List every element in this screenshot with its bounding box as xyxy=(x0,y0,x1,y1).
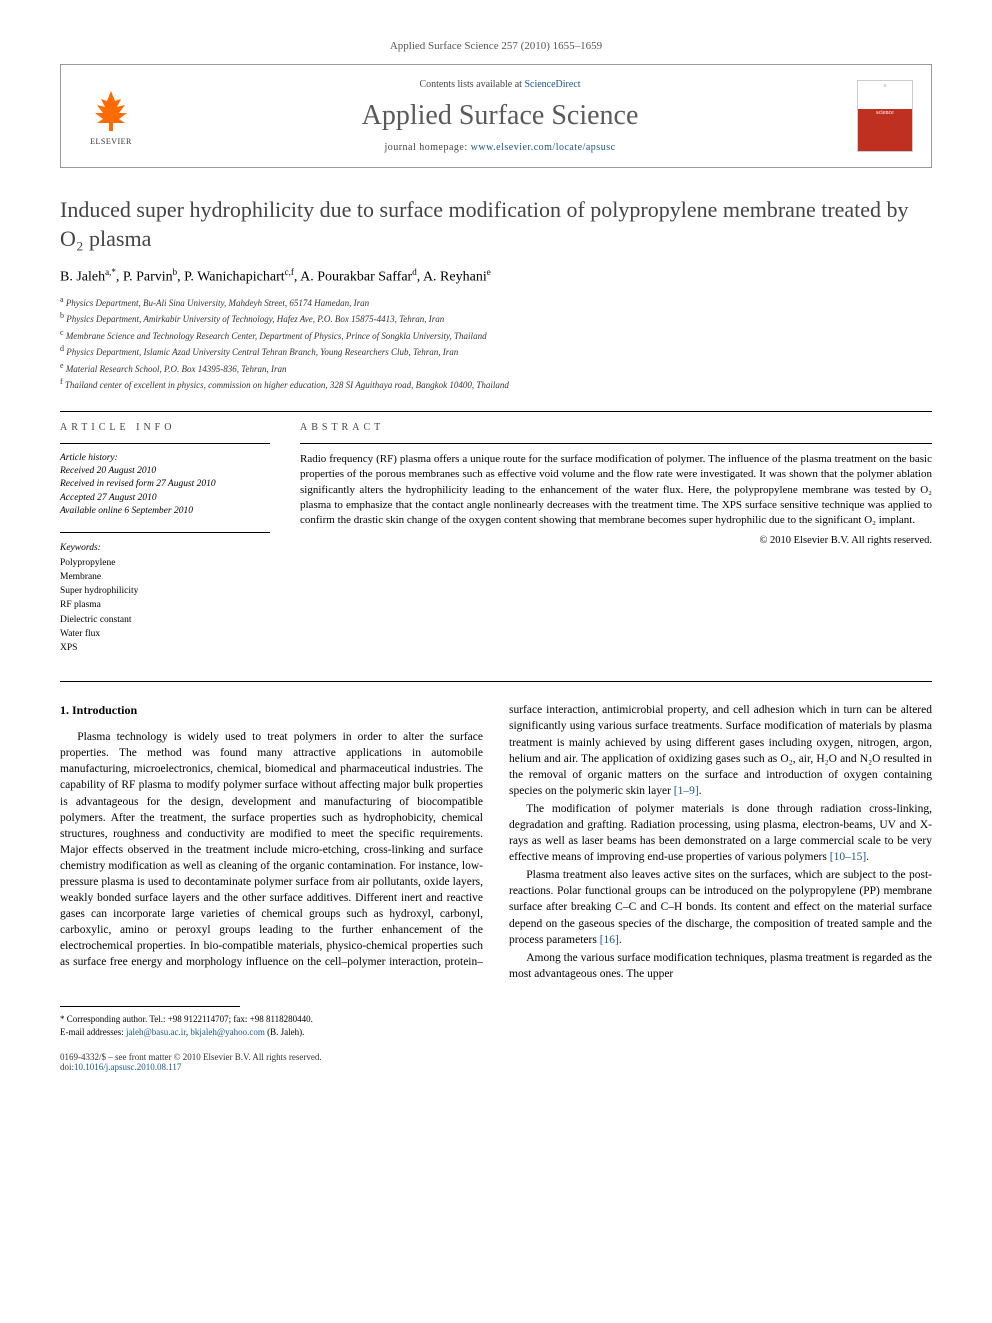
history-label: Article history: xyxy=(60,452,270,465)
article-history: Article history: Received 20 August 2010… xyxy=(60,452,270,518)
journal-name: Applied Surface Science xyxy=(143,100,857,132)
sciencedirect-link[interactable]: ScienceDirect xyxy=(524,79,580,90)
homepage-prefix: journal homepage: xyxy=(384,142,470,153)
divider xyxy=(300,443,932,444)
article-title: Induced super hydrophilicity due to surf… xyxy=(60,196,932,253)
keyword: Super hydrophilicity xyxy=(60,584,270,598)
body-text-span: Plasma treatment also leaves active site… xyxy=(509,869,932,945)
keywords-list: PolypropyleneMembraneSuper hydrophilicit… xyxy=(60,556,270,656)
email-link[interactable]: jaleh@basu.ac.ir xyxy=(126,1027,186,1037)
email-label: E-mail addresses: xyxy=(60,1027,126,1037)
elsevier-label: ELSEVIER xyxy=(90,137,132,146)
body-text: 1. Introduction Plasma technology is wid… xyxy=(60,702,932,982)
affiliation-line: b Physics Department, Amirkabir Universi… xyxy=(60,310,932,327)
article-info-col: article info Article history: Received 2… xyxy=(60,422,270,655)
authors-line: B. Jaleha,*, P. Parvinb, P. Wanichapicha… xyxy=(60,267,932,286)
keyword: RF plasma xyxy=(60,598,270,612)
corr-line1: * Corresponding author. Tel.: +98 912211… xyxy=(60,1013,932,1026)
affiliation-line: c Membrane Science and Technology Resear… xyxy=(60,327,932,344)
received-date: Received 20 August 2010 xyxy=(60,465,270,478)
keyword: XPS xyxy=(60,641,270,655)
online-date: Available online 6 September 2010 xyxy=(60,505,270,518)
abstract-text: Radio frequency (RF) plasma offers a uni… xyxy=(300,452,932,529)
elsevier-tree-icon xyxy=(87,87,135,135)
keyword: Water flux xyxy=(60,627,270,641)
homepage-line: journal homepage: www.elsevier.com/locat… xyxy=(143,142,857,153)
abstract-col: abstract Radio frequency (RF) plasma off… xyxy=(300,422,932,655)
body-text-span: . xyxy=(699,785,702,797)
info-abstract-row: article info Article history: Received 2… xyxy=(60,422,932,655)
ref-link[interactable]: [10–15] xyxy=(830,851,866,863)
doi-link[interactable]: 10.1016/j.apsusc.2010.08.117 xyxy=(74,1062,181,1072)
email-tail: (B. Jaleh). xyxy=(265,1027,305,1037)
footer-left: 0169-4332/$ – see front matter © 2010 El… xyxy=(60,1052,322,1072)
affiliations: a Physics Department, Bu-Ali Sina Univer… xyxy=(60,294,932,393)
keywords-block: Keywords: PolypropyleneMembraneSuper hyd… xyxy=(60,541,270,655)
corr-emails: E-mail addresses: jaleh@basu.ac.ir, bkja… xyxy=(60,1026,932,1039)
revised-date: Received in revised form 27 August 2010 xyxy=(60,478,270,491)
cover-thumb-icon: ≡ xyxy=(884,84,887,89)
elsevier-logo: ELSEVIER xyxy=(79,80,143,152)
body-text-span: . xyxy=(619,934,622,946)
section-heading: 1. Introduction xyxy=(60,702,483,719)
doi-label: doi: xyxy=(60,1062,74,1072)
cover-thumb-title: applied surface science xyxy=(861,103,909,117)
contents-line: Contents lists available at ScienceDirec… xyxy=(143,79,857,90)
ref-link[interactable]: [1–9] xyxy=(674,785,699,797)
journal-cover-thumb: ≡ applied surface science xyxy=(857,80,913,152)
abstract-copyright: © 2010 Elsevier B.V. All rights reserved… xyxy=(300,535,932,546)
body-paragraph: Among the various surface modification t… xyxy=(509,950,932,982)
affiliation-line: f Thailand center of excellent in physic… xyxy=(60,376,932,393)
accepted-date: Accepted 27 August 2010 xyxy=(60,492,270,505)
header-center: Contents lists available at ScienceDirec… xyxy=(143,79,857,153)
affiliation-line: e Material Research School, P.O. Box 143… xyxy=(60,360,932,377)
keyword: Dielectric constant xyxy=(60,613,270,627)
doi-line: doi:10.1016/j.apsusc.2010.08.117 xyxy=(60,1062,322,1072)
body-text-span: . xyxy=(866,851,869,863)
email-link[interactable]: bkjaleh@yahoo.com xyxy=(190,1027,265,1037)
body-text-span: Plasma technology is widely used to trea… xyxy=(60,731,483,952)
keywords-label: Keywords: xyxy=(60,541,270,555)
divider xyxy=(60,532,270,533)
article-info-label: article info xyxy=(60,422,270,433)
keyword: Polypropylene xyxy=(60,556,270,570)
divider xyxy=(60,443,270,444)
footer-divider xyxy=(60,1006,240,1007)
body-paragraph: Plasma treatment also leaves active site… xyxy=(509,867,932,947)
top-citation: Applied Surface Science 257 (2010) 1655–… xyxy=(60,40,932,52)
affiliation-line: d Physics Department, Islamic Azad Unive… xyxy=(60,343,932,360)
journal-header: ELSEVIER Contents lists available at Sci… xyxy=(60,64,932,168)
abstract-label: abstract xyxy=(300,422,932,433)
contents-prefix: Contents lists available at xyxy=(419,79,524,90)
divider xyxy=(60,411,932,412)
corresponding-author: * Corresponding author. Tel.: +98 912211… xyxy=(60,1013,932,1038)
divider xyxy=(60,681,932,682)
homepage-link[interactable]: www.elsevier.com/locate/apsusc xyxy=(471,142,616,153)
keyword: Membrane xyxy=(60,570,270,584)
ref-link[interactable]: [16] xyxy=(600,934,619,946)
body-paragraph: The modification of polymer materials is… xyxy=(509,801,932,865)
front-matter: 0169-4332/$ – see front matter © 2010 El… xyxy=(60,1052,322,1062)
footer-bottom: 0169-4332/$ – see front matter © 2010 El… xyxy=(60,1052,932,1072)
affiliation-line: a Physics Department, Bu-Ali Sina Univer… xyxy=(60,294,932,311)
